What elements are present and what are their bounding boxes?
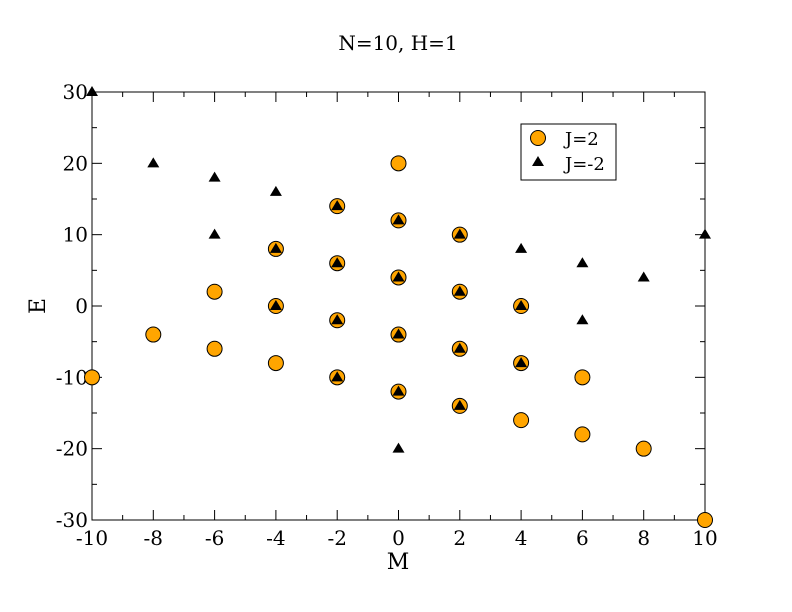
data-point [699,228,711,239]
data-point [145,326,162,343]
data-point [390,155,407,172]
data-point [147,157,160,168]
data-point [392,442,405,453]
data-point [269,242,282,253]
x-tick-label: 6 [576,526,589,550]
data-point [84,369,100,386]
legend-marker-j-2 [530,130,546,146]
axis-ticks [91,91,706,521]
data-point [331,371,344,382]
data-point [267,355,284,372]
data-point [513,412,530,429]
chart-title: N=10, H=1 [338,31,457,55]
y-tick-label: 30 [63,80,88,104]
data-point [392,328,405,339]
x-tick-label: -4 [266,526,285,550]
y-tick-label: 10 [63,223,88,247]
legend: J=2 J=-2 [520,123,617,181]
x-tick-label: 4 [515,526,528,550]
x-tick-label: -2 [327,526,346,550]
data-point [206,340,223,357]
data-point [635,440,652,457]
data-point [208,171,221,182]
x-tick-label: 0 [392,526,405,550]
x-axis-label: M [387,550,410,575]
x-tick-label: 10 [692,526,717,550]
data-point [392,214,405,225]
y-tick-label: 0 [75,294,88,318]
legend-label-j-neg2: J=-2 [563,154,605,175]
y-tick-label: -30 [56,508,88,532]
y-tick-label: -20 [56,437,88,461]
data-point [574,369,591,386]
data-point [576,314,589,325]
data-point [453,399,466,410]
y-tick-label: 20 [63,151,88,175]
data-point [576,257,589,268]
legend-marker-j-neg2 [532,156,544,166]
data-point [331,257,344,268]
data-point [453,228,466,239]
x-tick-label: 8 [637,526,650,550]
x-tick-label: -8 [144,526,163,550]
y-tick-label: -10 [56,365,88,389]
x-tick-label: -10 [76,526,108,550]
data-point [208,228,221,239]
data-point [269,300,282,310]
series-j-neg2 [86,86,711,453]
data-points [84,86,713,528]
data-point [453,285,466,296]
x-tick-label: 2 [453,526,466,550]
y-axis-label: E [26,298,51,314]
legend-label-j-2: J=2 [563,129,599,150]
data-point [574,426,591,443]
series-j-2 [84,155,713,528]
data-point [515,242,528,253]
data-point [392,271,405,282]
data-point [331,314,344,325]
data-point [637,271,650,282]
data-point [86,86,98,96]
data-point [392,385,405,396]
data-point [206,283,223,300]
x-tick-label: -6 [205,526,224,550]
data-point [453,342,466,353]
data-point [515,300,528,310]
data-point [515,357,528,368]
data-point [331,200,344,211]
data-point [269,185,282,196]
data-point [697,512,713,528]
